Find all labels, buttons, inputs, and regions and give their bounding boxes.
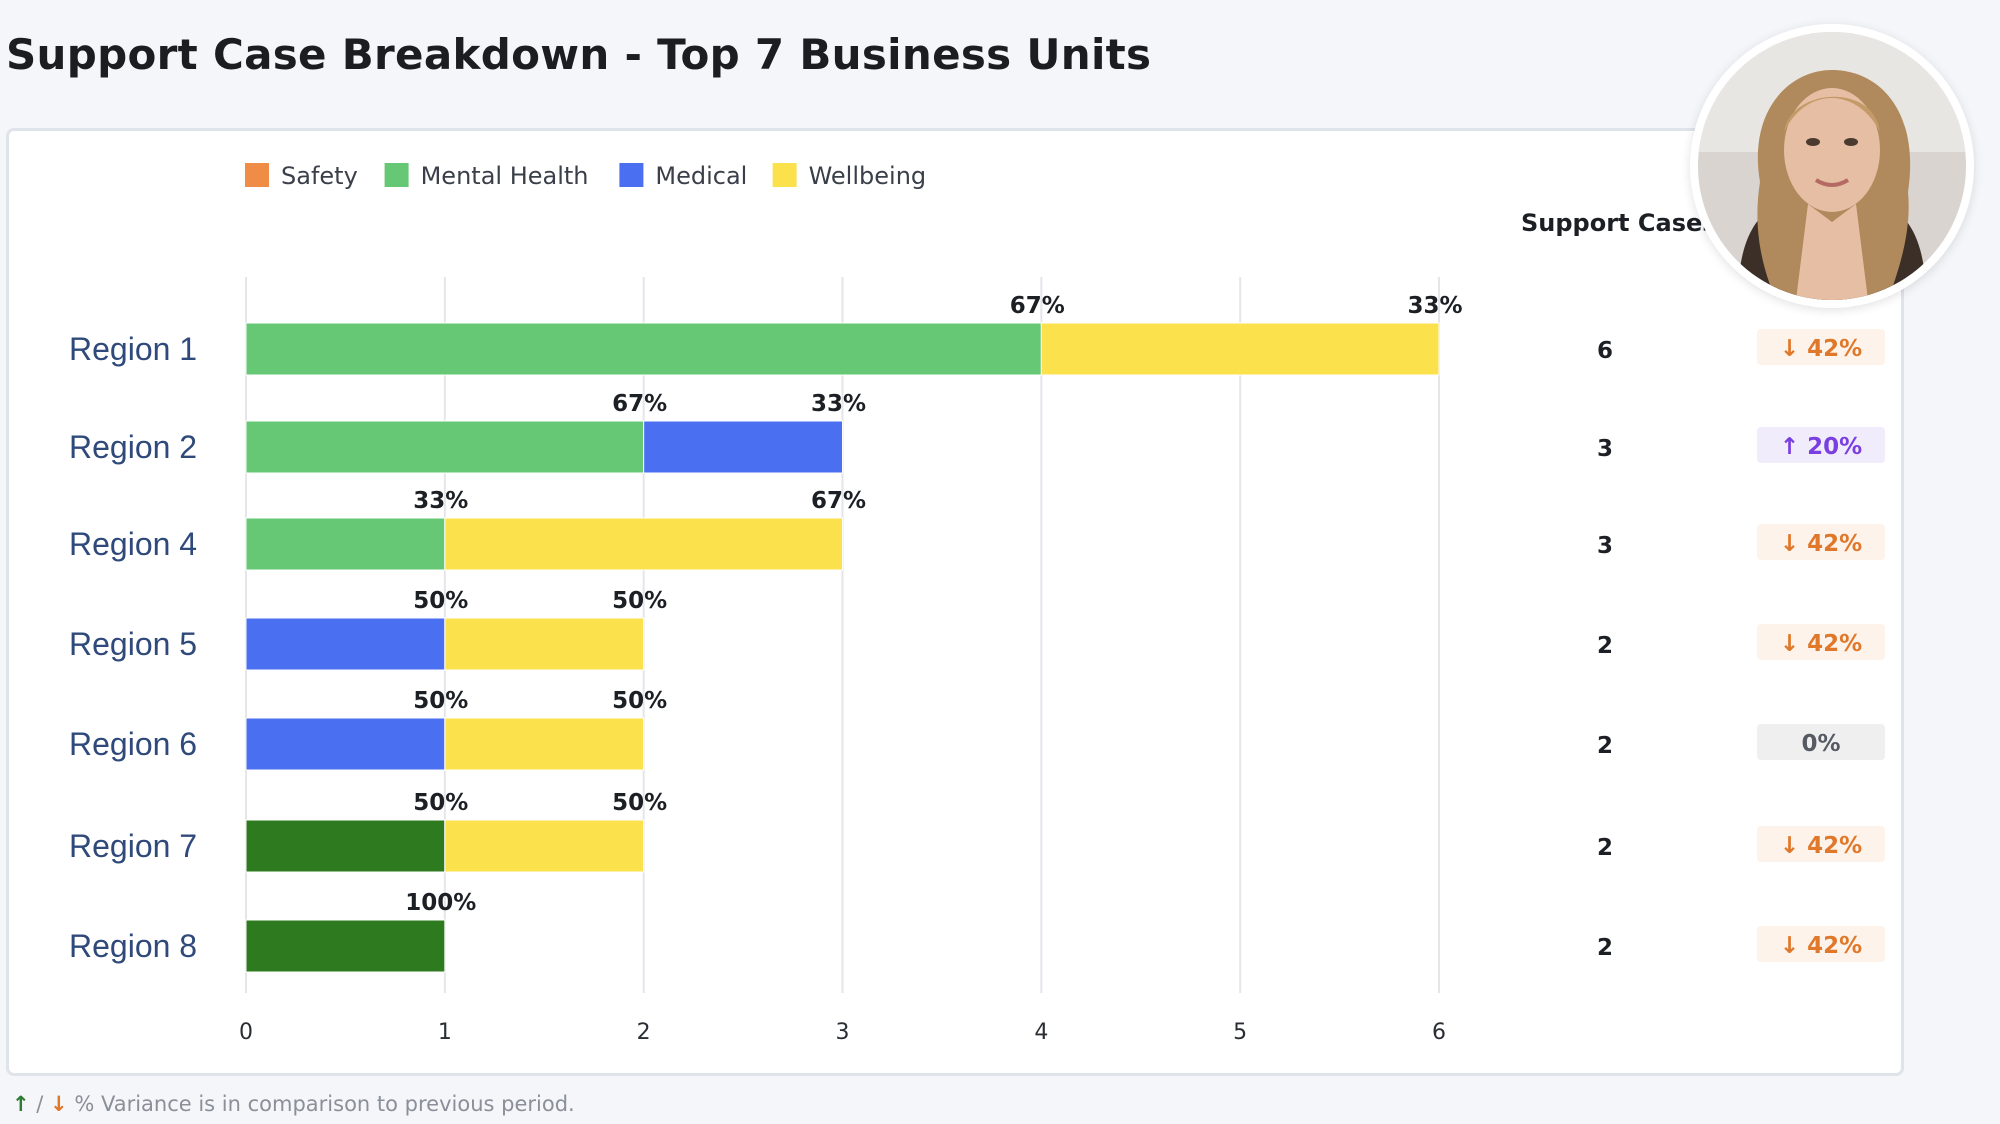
x-tick-label: 1	[438, 1020, 452, 1045]
variance-badge-text: ↓ 42%	[1780, 631, 1862, 657]
bar-segment	[245, 420, 645, 474]
category-label: Region 6	[69, 726, 197, 762]
stacked-bar-chart: 0 1 2 3 4 5 6 Safety Mental Health Medical Wellbei…	[69, 162, 1885, 1045]
variance-badge	[1757, 926, 1885, 962]
segment-percent-label: 50%	[413, 588, 468, 614]
bar-segment	[245, 517, 446, 571]
segment-percent-label: 33%	[1407, 293, 1462, 319]
support-case-count: 3	[1597, 533, 1613, 559]
support-case-count: 2	[1597, 935, 1613, 961]
legend-label: Wellbeing	[809, 162, 927, 190]
segment-percent-label: 50%	[612, 688, 667, 714]
variance-footnote: ↑ / ↓ % Variance is in comparison to pre…	[12, 1092, 575, 1116]
segment-percent-label: 67%	[612, 391, 667, 417]
category-label: Region 4	[69, 526, 197, 562]
legend-label: Medical	[655, 162, 747, 190]
up-arrow-icon: ↑	[12, 1092, 30, 1116]
bar-segment	[643, 420, 844, 474]
page-title: Support Case Breakdown - Top 7 Business …	[6, 30, 1152, 79]
footnote-text: % Variance is in comparison to previous …	[67, 1092, 575, 1116]
variance-badge	[1757, 724, 1885, 760]
segment-percent-label: 50%	[612, 588, 667, 614]
chart-card: 0 1 2 3 4 5 6 Safety Mental Health Medical Wellbei…	[6, 128, 1904, 1076]
presenter-webcam-icon	[1698, 32, 1966, 300]
variance-badge-text: ↓ 42%	[1780, 833, 1862, 859]
x-tick-label: 0	[239, 1020, 253, 1045]
variance-badge-text: ↓ 42%	[1780, 336, 1862, 362]
variance-badge	[1757, 427, 1885, 463]
segment-percent-label: 33%	[413, 488, 468, 514]
legend-label: Safety	[281, 162, 358, 190]
category-label: Region 7	[69, 828, 197, 864]
category-label: Region 1	[69, 331, 197, 367]
support-case-count: 2	[1597, 835, 1613, 861]
segment-percent-label: 100%	[405, 890, 476, 916]
support-case-count: 2	[1597, 633, 1613, 659]
variance-badge-text: ↑ 20%	[1780, 434, 1862, 460]
segment-percent-label: 50%	[413, 790, 468, 816]
legend-swatch	[619, 163, 644, 187]
bar-segment	[444, 717, 645, 771]
bar-segment	[1040, 322, 1440, 376]
segment-percent-label: 50%	[413, 688, 468, 714]
variance-badge	[1757, 826, 1885, 862]
support-case-count: 2	[1597, 733, 1613, 759]
variance-badge	[1757, 624, 1885, 660]
segment-percent-label: 33%	[811, 391, 866, 417]
x-tick-label: 6	[1432, 1020, 1446, 1045]
variance-badge	[1757, 524, 1885, 560]
support-cases-header: Support Cases	[1521, 209, 1717, 237]
bar-segment	[245, 919, 446, 973]
legend-swatch	[772, 163, 797, 187]
segment-percent-label: 67%	[811, 488, 866, 514]
bar-segment	[444, 617, 645, 671]
x-tick-label: 2	[637, 1020, 651, 1045]
down-arrow-icon: ↓	[50, 1092, 68, 1116]
x-tick-label: 4	[1034, 1020, 1048, 1045]
bar-segment	[444, 819, 645, 873]
legend-swatch	[245, 163, 269, 187]
bar-segment	[245, 819, 446, 873]
category-label: Region 5	[69, 626, 197, 662]
category-label: Region 8	[69, 928, 197, 964]
variance-badge	[1757, 329, 1885, 365]
support-case-count: 3	[1597, 436, 1613, 462]
support-case-count: 6	[1597, 338, 1613, 364]
segment-percent-label: 67%	[1010, 293, 1065, 319]
category-label: Region 2	[69, 429, 197, 465]
bar-segment	[245, 717, 446, 771]
variance-badge-text: ↓ 42%	[1780, 933, 1862, 959]
bar-segment	[245, 617, 446, 671]
legend-swatch	[384, 163, 409, 187]
footnote-separator: /	[29, 1092, 51, 1116]
segment-percent-label: 50%	[612, 790, 667, 816]
variance-badge-text: 0%	[1801, 731, 1840, 757]
variance-badge-text: ↓ 42%	[1780, 531, 1862, 557]
bar-segment	[245, 322, 1042, 376]
presenter-avatar	[1690, 24, 1974, 308]
x-tick-label: 3	[836, 1020, 850, 1045]
x-tick-label: 5	[1233, 1020, 1247, 1045]
legend-label: Mental Health	[421, 162, 589, 190]
bar-segment	[444, 517, 843, 571]
